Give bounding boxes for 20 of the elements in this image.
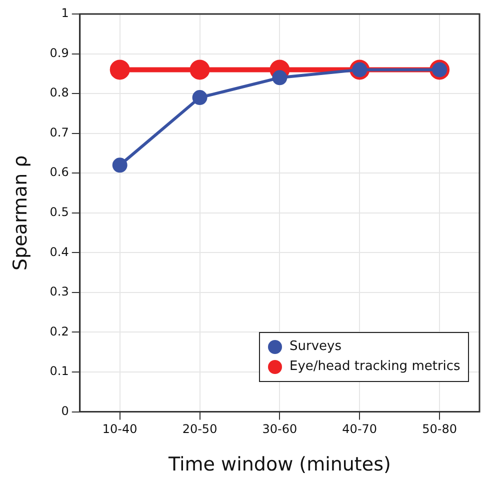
y-tick-label: 0.7 bbox=[50, 125, 69, 140]
y-axis-title: Spearman ρ bbox=[9, 155, 32, 271]
y-tick-label: 0.8 bbox=[50, 86, 69, 100]
x-axis-title: Time window (minutes) bbox=[167, 454, 391, 476]
x-tick-label: 30-60 bbox=[262, 422, 298, 436]
legend-label: Surveys bbox=[290, 339, 342, 354]
y-tick-label: 0 bbox=[61, 404, 69, 418]
x-tick-label: 10-40 bbox=[102, 422, 138, 436]
x-tick-label: 50-80 bbox=[422, 422, 457, 436]
y-tick-label: 1 bbox=[61, 6, 69, 20]
y-tick-label: 0.4 bbox=[50, 244, 69, 259]
x-tick-label: 20-50 bbox=[182, 422, 218, 436]
y-tick-label: 0.9 bbox=[50, 46, 69, 60]
y-tick-label: 0.2 bbox=[50, 324, 69, 338]
y-tick-label: 0.3 bbox=[50, 284, 69, 299]
x-tick-label: 40-70 bbox=[342, 422, 378, 436]
y-tick-label: 0.1 bbox=[50, 364, 69, 378]
y-tick-label: 0.5 bbox=[50, 205, 69, 220]
y-tick-label: 0.6 bbox=[50, 165, 69, 180]
legend-label: Eye/head tracking metrics bbox=[290, 359, 460, 374]
